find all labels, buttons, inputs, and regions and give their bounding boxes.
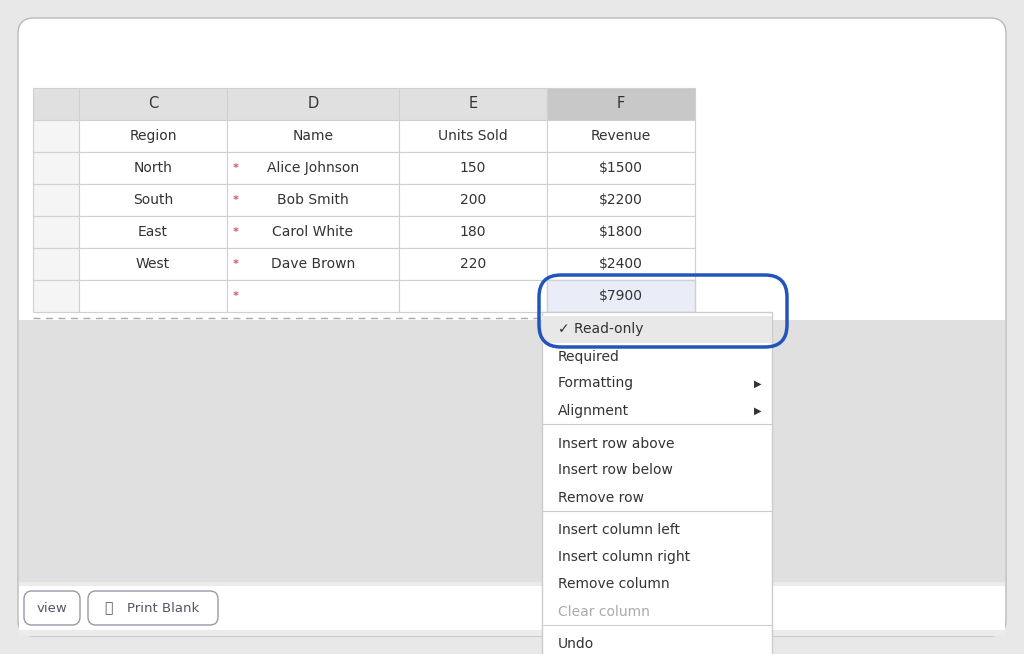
Text: North: North	[133, 161, 172, 175]
Text: Alice Johnson: Alice Johnson	[267, 161, 359, 175]
Text: Units Sold: Units Sold	[438, 129, 508, 143]
Bar	[547, 184, 695, 216]
Text: Region: Region	[129, 129, 177, 143]
Text: $2400: $2400	[599, 257, 643, 271]
Bar	[399, 120, 547, 152]
Text: South: South	[133, 193, 173, 207]
Bar	[79, 120, 227, 152]
Bar	[19, 582, 1005, 636]
Text: Required: Required	[558, 349, 620, 364]
Bar	[399, 88, 547, 120]
Text: Revenue: Revenue	[591, 129, 651, 143]
Bar	[547, 120, 695, 152]
Text: Insert column left: Insert column left	[558, 523, 680, 538]
Text: C: C	[147, 97, 158, 111]
Text: *: *	[233, 163, 239, 173]
Bar	[33, 280, 79, 312]
Text: *: *	[233, 227, 239, 237]
Text: E: E	[468, 97, 477, 111]
Text: Clear column: Clear column	[558, 604, 650, 619]
Bar	[399, 248, 547, 280]
Text: *: *	[233, 291, 239, 301]
Text: *: *	[233, 259, 239, 269]
Bar	[399, 280, 547, 312]
Text: East: East	[138, 225, 168, 239]
Bar	[547, 216, 695, 248]
Bar	[227, 280, 399, 312]
Bar	[79, 280, 227, 312]
Text: West: West	[136, 257, 170, 271]
Text: $2200: $2200	[599, 193, 643, 207]
Text: Bob Smith: Bob Smith	[278, 193, 349, 207]
Text: 🖨: 🖨	[103, 601, 113, 615]
Bar	[33, 184, 79, 216]
FancyBboxPatch shape	[24, 591, 80, 625]
Text: F: F	[616, 97, 625, 111]
Bar	[399, 216, 547, 248]
Bar	[547, 280, 695, 312]
Bar	[547, 88, 695, 120]
Bar	[79, 184, 227, 216]
Text: Insert row above: Insert row above	[558, 436, 675, 451]
Text: 150: 150	[460, 161, 486, 175]
Text: *: *	[233, 195, 239, 205]
Text: Print Blank: Print Blank	[127, 602, 200, 615]
Bar	[547, 248, 695, 280]
Text: 180: 180	[460, 225, 486, 239]
Text: view: view	[37, 602, 68, 615]
Bar	[19, 586, 1005, 630]
Bar	[79, 248, 227, 280]
Bar	[227, 216, 399, 248]
Bar	[227, 248, 399, 280]
Text: ▶: ▶	[755, 405, 762, 415]
Bar	[19, 320, 1005, 582]
Text: Dave Brown: Dave Brown	[271, 257, 355, 271]
Bar	[33, 216, 79, 248]
FancyBboxPatch shape	[88, 591, 218, 625]
FancyBboxPatch shape	[18, 18, 1006, 636]
Text: Remove row: Remove row	[558, 490, 644, 504]
Bar	[33, 120, 79, 152]
Text: Insert row below: Insert row below	[558, 464, 673, 477]
Bar	[227, 88, 399, 120]
Text: 200: 200	[460, 193, 486, 207]
Bar	[542, 312, 772, 654]
Bar	[399, 184, 547, 216]
Bar	[227, 152, 399, 184]
Text: $1500: $1500	[599, 161, 643, 175]
Bar	[399, 152, 547, 184]
Text: $1800: $1800	[599, 225, 643, 239]
Text: Insert column right: Insert column right	[558, 551, 690, 564]
Text: Alignment: Alignment	[558, 404, 629, 417]
Bar	[547, 152, 695, 184]
Text: Carol White: Carol White	[272, 225, 353, 239]
Bar	[33, 152, 79, 184]
Text: ▶: ▶	[755, 379, 762, 388]
Bar	[79, 152, 227, 184]
Text: ✓ Read-only: ✓ Read-only	[558, 322, 643, 337]
Text: Name: Name	[293, 129, 334, 143]
Bar	[33, 88, 79, 120]
Bar	[79, 216, 227, 248]
Text: Remove column: Remove column	[558, 577, 670, 591]
Text: $7900: $7900	[599, 289, 643, 303]
Text: 220: 220	[460, 257, 486, 271]
Bar	[227, 184, 399, 216]
Bar	[79, 88, 227, 120]
Text: Undo: Undo	[558, 638, 594, 651]
Text: Formatting: Formatting	[558, 377, 634, 390]
Bar	[227, 120, 399, 152]
Bar	[547, 280, 695, 312]
Bar	[33, 248, 79, 280]
Bar	[542, 316, 772, 343]
Text: D: D	[307, 97, 318, 111]
